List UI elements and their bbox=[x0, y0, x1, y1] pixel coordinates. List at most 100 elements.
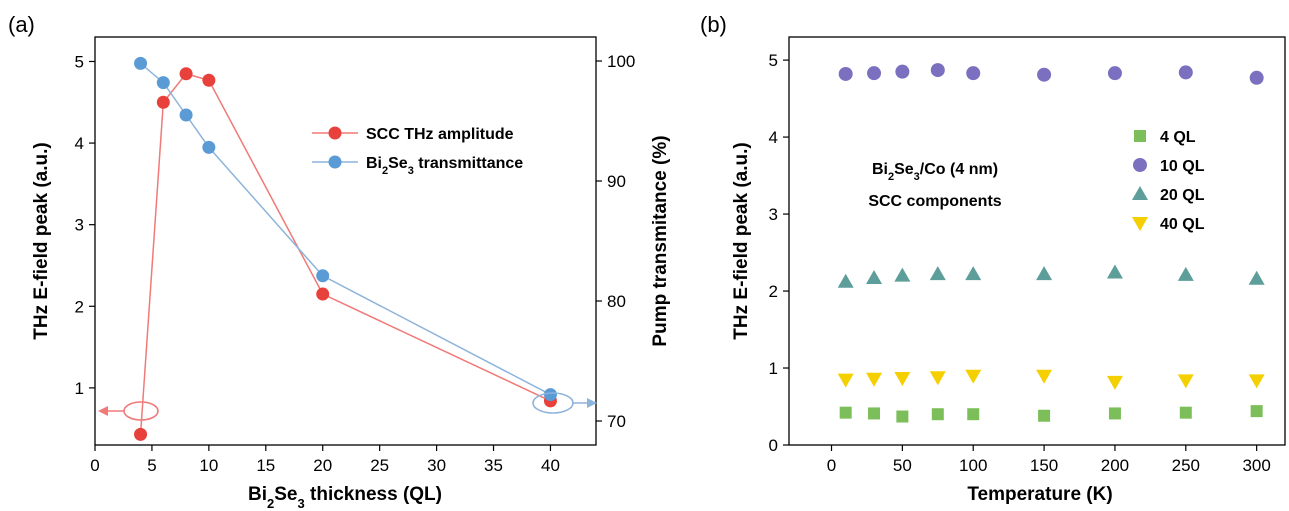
data-point-20-ql bbox=[1248, 270, 1265, 285]
y-tick-label: 3 bbox=[75, 216, 84, 235]
chart-a-y2-axis-label: Pump transmitance (%) bbox=[650, 135, 671, 346]
chart-a-x-axis-label: Bi2Se3 thickness (QL) bbox=[248, 484, 442, 511]
data-point-40-ql bbox=[894, 372, 911, 387]
data-point-scc bbox=[202, 73, 216, 87]
y-tick-label: 3 bbox=[769, 205, 778, 224]
chart-b-x-axis-label: Temperature (K) bbox=[967, 484, 1112, 505]
chart-b-x-ticks: 0 50 100 150 200 250 300 bbox=[827, 445, 1271, 475]
x-tick-label: 200 bbox=[1101, 456, 1129, 475]
data-point-transmittance bbox=[543, 388, 557, 402]
x-tick-label: 5 bbox=[147, 456, 156, 475]
chart-b-annotation-components: SCC components bbox=[868, 193, 1001, 210]
x-tick-label: 30 bbox=[427, 456, 446, 475]
y-tick-label: 1 bbox=[769, 359, 778, 378]
data-point-10-ql bbox=[930, 63, 945, 78]
y2-tick-label: 70 bbox=[607, 412, 626, 431]
data-point-20-ql bbox=[1106, 264, 1123, 279]
data-point-10-ql bbox=[838, 66, 853, 81]
data-point-40-ql bbox=[866, 372, 883, 387]
data-point-40-ql bbox=[837, 373, 854, 388]
data-point-20-ql bbox=[1177, 266, 1194, 281]
data-point-4-ql bbox=[1250, 405, 1263, 418]
data-point-10-ql bbox=[966, 66, 981, 81]
x-tick-label: 150 bbox=[1030, 456, 1058, 475]
legend-marker-40-ql bbox=[1132, 217, 1148, 231]
data-point-4-ql bbox=[1108, 407, 1121, 420]
legend-label-4-ql: 4 QL bbox=[1160, 129, 1196, 146]
x-tick-label: 35 bbox=[484, 456, 503, 475]
data-point-transmittance bbox=[202, 140, 216, 154]
x-tick-label: 40 bbox=[541, 456, 560, 475]
chart-b-y-ticks: 0 1 2 3 4 5 bbox=[769, 51, 789, 455]
data-point-40-ql bbox=[1248, 374, 1265, 389]
data-point-4-ql bbox=[967, 408, 980, 421]
chart-a-points bbox=[134, 56, 557, 441]
data-point-20-ql bbox=[929, 266, 946, 281]
x-tick-label: 100 bbox=[959, 456, 987, 475]
chart-b-annotation-sample: Bi2Se3/Co (4 nm) bbox=[872, 161, 998, 183]
y-tick-label: 0 bbox=[769, 436, 778, 455]
x-tick-label: 250 bbox=[1172, 456, 1200, 475]
y-tick-label: 5 bbox=[769, 51, 778, 70]
data-point-4-ql bbox=[1038, 409, 1051, 422]
chart-a-x-ticks: 0 5 10 15 20 25 30 35 40 bbox=[90, 445, 560, 475]
chart-a-y-ticks: 1 2 3 4 5 bbox=[75, 52, 95, 398]
x-tick-label: 25 bbox=[370, 456, 389, 475]
chart-a-right-axis-indicator bbox=[532, 392, 597, 414]
data-point-4-ql bbox=[931, 408, 944, 421]
chart-b-y-axis-label: THz E-field peak (a.u.) bbox=[731, 142, 752, 339]
x-tick-label: 0 bbox=[827, 456, 836, 475]
x-tick-label: 15 bbox=[256, 456, 275, 475]
series-line-scc bbox=[139, 72, 551, 435]
data-point-scc bbox=[156, 95, 170, 109]
y2-tick-label: 90 bbox=[607, 172, 626, 191]
data-point-transmittance bbox=[179, 108, 193, 122]
data-point-4-ql bbox=[1179, 406, 1192, 419]
data-point-4-ql bbox=[868, 407, 881, 420]
chart-b-plot-frame bbox=[788, 36, 1286, 446]
chart-a-y-axis-label: THz E-field peak (a.u.) bbox=[31, 142, 52, 339]
data-point-40-ql bbox=[929, 371, 946, 386]
chart-a-legend: SCC THz amplitude Bi2Se3 transmittance bbox=[312, 126, 523, 177]
data-point-10-ql bbox=[895, 64, 910, 79]
data-point-scc bbox=[316, 287, 330, 301]
legend-marker-scc bbox=[328, 126, 342, 140]
legend-label-20-ql: 20 QL bbox=[1160, 187, 1205, 204]
x-tick-label: 50 bbox=[893, 456, 912, 475]
legend-marker-10-ql bbox=[1133, 158, 1147, 172]
x-tick-label: 20 bbox=[313, 456, 332, 475]
chart-a: 0 5 10 15 20 25 30 35 40 1 2 3 4 5 70 80 90 100 SCC THz… bbox=[31, 36, 671, 511]
y-tick-label: 5 bbox=[75, 52, 84, 71]
chart-a-lines bbox=[139, 62, 551, 435]
data-point-20-ql bbox=[894, 267, 911, 282]
legend-label-transmittance: Bi2Se3 transmittance bbox=[366, 155, 523, 177]
x-tick-label: 0 bbox=[90, 456, 99, 475]
series-line-transmittance bbox=[140, 62, 551, 396]
data-point-4-ql bbox=[896, 410, 909, 423]
chart-a-y2-ticks: 70 80 90 100 bbox=[596, 52, 635, 431]
data-point-10-ql bbox=[1249, 70, 1264, 85]
y-tick-label: 4 bbox=[75, 134, 84, 153]
data-point-20-ql bbox=[1036, 266, 1053, 281]
data-point-20-ql bbox=[837, 273, 854, 288]
y-tick-label: 4 bbox=[769, 128, 778, 147]
panel-label-b: (b) bbox=[700, 12, 727, 37]
data-point-40-ql bbox=[1106, 375, 1123, 390]
y2-tick-label: 100 bbox=[607, 52, 635, 71]
legend-marker-20-ql bbox=[1132, 186, 1148, 200]
legend-marker-transmittance bbox=[328, 155, 342, 169]
data-point-10-ql bbox=[1107, 66, 1122, 81]
data-point-4-ql bbox=[839, 406, 852, 419]
y2-tick-label: 80 bbox=[607, 292, 626, 311]
legend-label-40-ql: 40 QL bbox=[1160, 216, 1205, 233]
y-tick-label: 2 bbox=[75, 297, 84, 316]
chart-a-left-axis-indicator bbox=[98, 401, 159, 421]
y-tick-label: 1 bbox=[75, 379, 84, 398]
legend-label-scc: SCC THz amplitude bbox=[366, 126, 514, 143]
data-point-10-ql bbox=[867, 66, 882, 81]
chart-b-points bbox=[837, 63, 1265, 423]
data-point-10-ql bbox=[1037, 67, 1052, 82]
panel-label-a: (a) bbox=[8, 12, 35, 37]
data-point-scc bbox=[134, 427, 148, 441]
